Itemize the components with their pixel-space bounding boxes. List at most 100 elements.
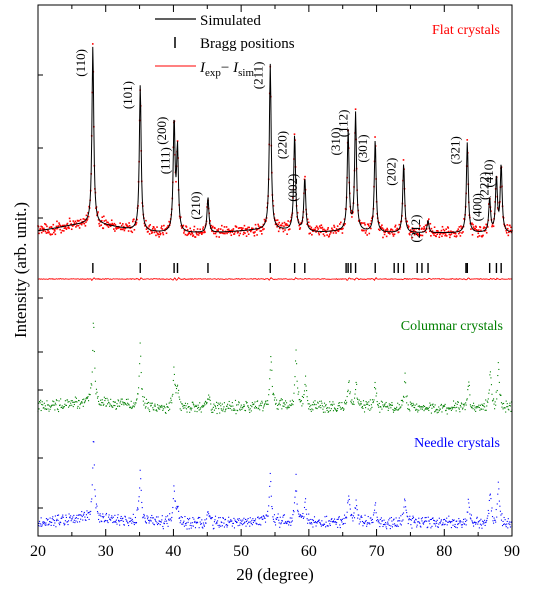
data-point (128, 403, 130, 405)
data-point (40, 399, 42, 401)
data-point (247, 517, 249, 520)
data-point (45, 518, 47, 520)
data-point (168, 220, 170, 223)
data-point (152, 228, 154, 230)
data-point (400, 524, 402, 526)
data-point (300, 516, 302, 518)
data-point (370, 517, 372, 519)
data-point (99, 403, 101, 405)
data-point (436, 230, 439, 232)
data-point (222, 229, 224, 232)
data-point (425, 520, 427, 522)
data-point (338, 516, 340, 518)
data-point (124, 403, 126, 405)
data-point (409, 231, 412, 234)
data-point (214, 227, 216, 230)
data-point (170, 518, 172, 520)
data-point (375, 388, 377, 390)
data-point (169, 401, 171, 403)
data-point (446, 517, 448, 519)
data-point (389, 403, 391, 406)
data-point (156, 232, 159, 235)
data-point (66, 223, 68, 226)
data-point (130, 230, 133, 233)
data-point (99, 513, 101, 515)
data-point (100, 399, 102, 401)
data-point (437, 526, 439, 528)
data-point (164, 520, 166, 522)
data-point (509, 229, 512, 232)
data-point (110, 219, 113, 222)
data-point (327, 227, 329, 229)
data-point (483, 230, 486, 232)
data-point (355, 381, 357, 384)
data-point (368, 522, 370, 524)
data-point (201, 526, 203, 528)
data-point (93, 326, 95, 328)
data-point (270, 480, 272, 483)
data-point (286, 233, 288, 235)
data-point (385, 401, 387, 404)
data-point (250, 522, 252, 525)
data-point (441, 235, 443, 238)
data-point (59, 224, 62, 227)
data-point (368, 401, 370, 403)
data-point (312, 401, 314, 403)
data-point (111, 222, 114, 225)
data-point (441, 407, 444, 409)
data-point (182, 522, 184, 524)
data-point (153, 409, 155, 411)
data-point (248, 521, 250, 523)
data-point (483, 403, 485, 405)
data-point (139, 363, 141, 365)
data-point (407, 408, 409, 410)
data-point (192, 525, 194, 527)
data-point (189, 411, 191, 413)
data-point (214, 515, 217, 517)
data-point (291, 520, 293, 522)
data-point (125, 403, 127, 405)
data-point (267, 403, 269, 405)
data-point (245, 400, 247, 403)
data-point (365, 401, 367, 403)
data-point (458, 520, 460, 522)
data-point (165, 232, 168, 235)
series-flat (37, 43, 513, 239)
data-point (190, 230, 193, 232)
data-point (474, 407, 476, 409)
data-point (177, 384, 179, 386)
data-point (455, 410, 457, 412)
data-point (249, 525, 251, 527)
data-point (323, 228, 325, 231)
data-point (72, 401, 74, 403)
data-point (154, 518, 156, 520)
data-point (408, 408, 410, 410)
data-point (238, 234, 240, 237)
data-point (458, 518, 460, 520)
data-point (223, 402, 225, 404)
data-point (100, 224, 102, 226)
data-point (95, 388, 98, 390)
data-point (307, 399, 309, 402)
data-point (40, 517, 42, 519)
data-point (402, 401, 404, 403)
data-point (185, 405, 187, 407)
data-point (144, 520, 146, 522)
data-point (466, 519, 468, 521)
data-point (506, 227, 509, 230)
data-point (98, 514, 100, 516)
data-point (282, 227, 284, 230)
data-point (248, 409, 250, 411)
data-point (416, 403, 418, 405)
data-point (410, 402, 412, 404)
data-point (194, 405, 197, 407)
data-point (112, 224, 115, 226)
data-point (221, 521, 223, 524)
data-point (490, 510, 493, 512)
data-point (350, 402, 352, 404)
data-point (57, 409, 59, 411)
data-point (323, 402, 326, 404)
data-point (420, 234, 422, 237)
data-point (188, 519, 190, 521)
legend-difference-label: Iexp− Isim (199, 60, 254, 79)
